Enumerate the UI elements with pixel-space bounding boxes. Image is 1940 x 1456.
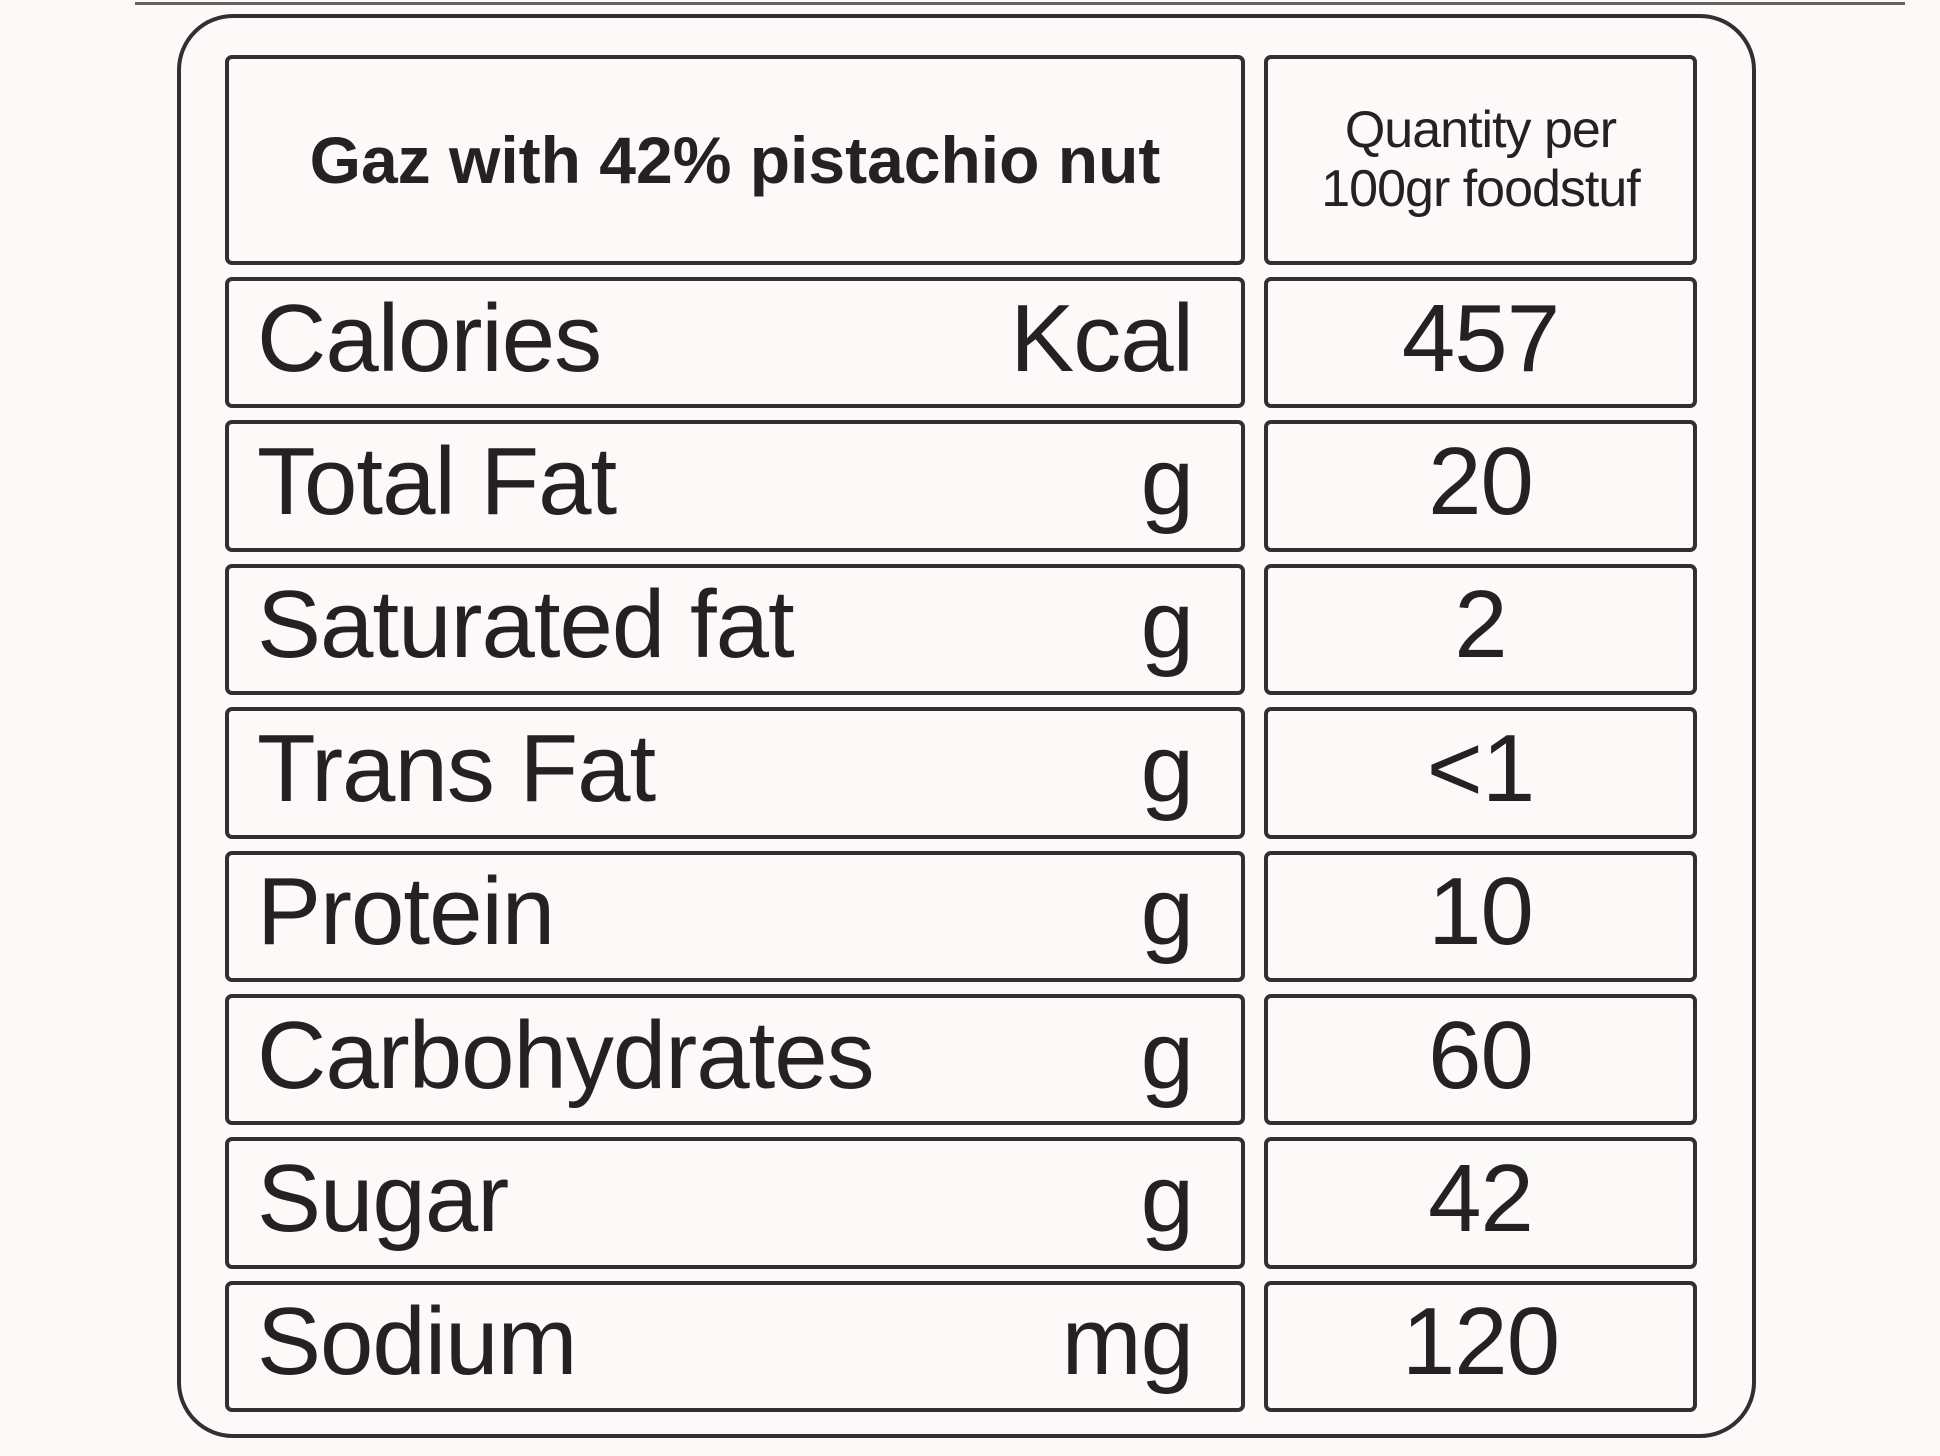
value-cell-total-fat: 20 bbox=[1264, 420, 1697, 552]
table-row-trans-fat: Trans Fat g bbox=[225, 707, 1245, 839]
quantity-column: Quantity per 100gr foodstuf 457 20 2 <1 … bbox=[1264, 55, 1697, 1412]
nutrient-value: <1 bbox=[1426, 714, 1535, 822]
nutrient-value: 42 bbox=[1428, 1144, 1534, 1252]
table-row-carbohydrates: Carbohydrates g bbox=[225, 993, 1245, 1126]
nutrient-name: Calories bbox=[257, 284, 602, 392]
product-title-cell: Gaz with 42% pistachio nut bbox=[225, 55, 1245, 265]
nutrient-unit: Kcal bbox=[1010, 284, 1194, 392]
table-row-sugar: Sugar g bbox=[225, 1137, 1245, 1269]
table-row-calories: Calories Kcal bbox=[225, 277, 1245, 409]
nutrient-name: Saturated fat bbox=[257, 571, 795, 679]
value-cell-sugar: 42 bbox=[1264, 1137, 1697, 1269]
nutrient-value: 20 bbox=[1428, 428, 1534, 536]
quantity-header-cell: Quantity per 100gr foodstuf bbox=[1264, 55, 1697, 265]
nutrient-column: Gaz with 42% pistachio nut Calories Kcal… bbox=[225, 55, 1245, 1412]
table-row-sodium: Sodium mg bbox=[225, 1280, 1245, 1412]
value-cell-protein: 10 bbox=[1264, 850, 1697, 982]
value-cell-trans-fat: <1 bbox=[1264, 707, 1697, 839]
nutrient-unit: g bbox=[1140, 858, 1194, 966]
table-row-protein: Protein g bbox=[225, 850, 1245, 982]
quantity-header: Quantity per 100gr foodstuf bbox=[1321, 100, 1640, 220]
nutrient-name: Total Fat bbox=[257, 428, 617, 536]
product-title: Gaz with 42% pistachio nut bbox=[309, 123, 1161, 197]
nutrient-unit: g bbox=[1140, 1001, 1194, 1109]
value-cell-sodium: 120 bbox=[1264, 1280, 1697, 1412]
value-cell-saturated-fat: 2 bbox=[1264, 563, 1697, 696]
nutrient-name: Carbohydrates bbox=[257, 1001, 875, 1109]
value-cell-carbohydrates: 60 bbox=[1264, 993, 1697, 1126]
nutrient-name: Protein bbox=[257, 858, 555, 966]
photo-top-edge-line bbox=[135, 2, 1905, 5]
nutrition-label-frame: Gaz with 42% pistachio nut Calories Kcal… bbox=[177, 14, 1756, 1438]
quantity-header-line1: Quantity per bbox=[1344, 100, 1617, 159]
nutrient-value: 60 bbox=[1428, 1001, 1534, 1109]
table-row-saturated-fat: Saturated fat g bbox=[225, 563, 1245, 696]
value-cell-calories: 457 bbox=[1264, 277, 1697, 409]
nutrient-unit: g bbox=[1140, 428, 1194, 536]
nutrient-name: Sodium bbox=[257, 1288, 577, 1396]
nutrient-unit: g bbox=[1140, 714, 1194, 822]
nutrient-value: 120 bbox=[1401, 1288, 1560, 1396]
nutrient-name: Sugar bbox=[257, 1144, 509, 1252]
nutrition-table: Gaz with 42% pistachio nut Calories Kcal… bbox=[225, 55, 1697, 1412]
nutrient-value: 457 bbox=[1401, 284, 1560, 392]
nutrient-value: 2 bbox=[1454, 571, 1507, 679]
nutrient-value: 10 bbox=[1428, 858, 1534, 966]
nutrient-unit: g bbox=[1140, 571, 1194, 679]
quantity-header-line2: 100gr foodstuf bbox=[1321, 160, 1640, 218]
nutrient-name: Trans Fat bbox=[257, 714, 656, 822]
nutrient-unit: mg bbox=[1061, 1288, 1194, 1396]
nutrient-unit: g bbox=[1140, 1144, 1194, 1252]
table-row-total-fat: Total Fat g bbox=[225, 420, 1245, 552]
